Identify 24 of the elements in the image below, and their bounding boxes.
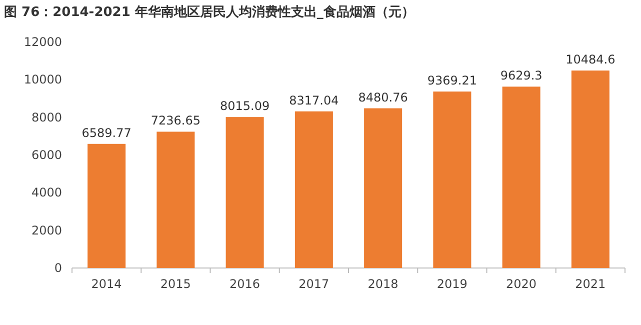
x-tick-label: 2021 <box>575 277 606 291</box>
data-label: 9369.21 <box>427 74 477 88</box>
data-label: 9629.3 <box>500 68 542 83</box>
y-tick-label: 0 <box>54 261 62 275</box>
x-tick-label: 2016 <box>230 277 260 291</box>
x-tick-label: 2020 <box>506 277 537 291</box>
x-tick-label: 2014 <box>91 277 122 291</box>
x-tick-label: 2019 <box>436 277 468 291</box>
x-tick-label: 2018 <box>368 277 398 291</box>
data-label: 8015.09 <box>220 99 270 114</box>
x-tick-label: 2017 <box>298 277 330 291</box>
y-tick-label: 8000 <box>31 110 62 124</box>
y-tick-label: 6000 <box>31 148 62 162</box>
y-tick-label: 12000 <box>24 35 62 49</box>
data-label: 10484.6 <box>566 52 616 67</box>
y-tick-label: 10000 <box>24 72 62 87</box>
y-tick-label: 2000 <box>31 223 62 238</box>
data-label: 7236.65 <box>150 114 200 128</box>
y-tick-label: 4000 <box>31 186 62 200</box>
title: 图 76：2014-2021 年华南地区居民人均消费性支出_食品烟酒（元） <box>4 5 414 20</box>
data-label: 8480.76 <box>358 90 408 104</box>
data-label: 6589.77 <box>82 126 132 140</box>
x-tick-label: 2015 <box>160 277 191 291</box>
data-label: 8317.04 <box>289 93 339 108</box>
